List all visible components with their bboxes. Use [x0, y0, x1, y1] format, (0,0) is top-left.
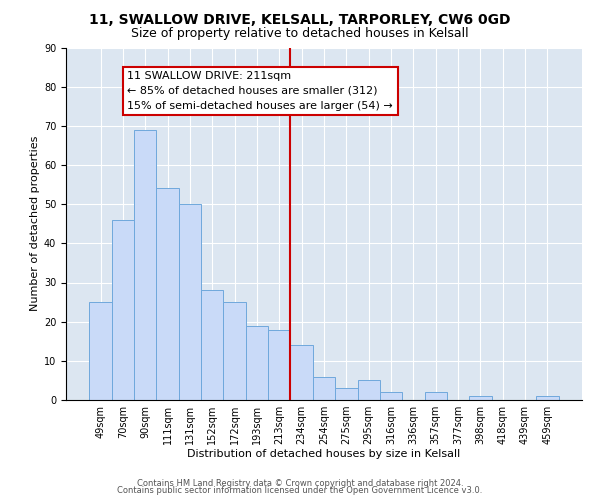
- Bar: [268, 330, 290, 400]
- Bar: [112, 220, 134, 400]
- Text: 11, SWALLOW DRIVE, KELSALL, TARPORLEY, CW6 0GD: 11, SWALLOW DRIVE, KELSALL, TARPORLEY, C…: [89, 12, 511, 26]
- X-axis label: Distribution of detached houses by size in Kelsall: Distribution of detached houses by size …: [187, 448, 461, 458]
- Text: Contains public sector information licensed under the Open Government Licence v3: Contains public sector information licen…: [118, 486, 482, 495]
- Bar: [358, 380, 380, 400]
- Bar: [157, 188, 179, 400]
- Bar: [380, 392, 402, 400]
- Bar: [469, 396, 491, 400]
- Bar: [223, 302, 246, 400]
- Bar: [179, 204, 201, 400]
- Bar: [536, 396, 559, 400]
- Bar: [425, 392, 447, 400]
- Bar: [335, 388, 358, 400]
- Bar: [246, 326, 268, 400]
- Bar: [201, 290, 223, 400]
- Bar: [290, 345, 313, 400]
- Bar: [313, 376, 335, 400]
- Text: 11 SWALLOW DRIVE: 211sqm
← 85% of detached houses are smaller (312)
15% of semi-: 11 SWALLOW DRIVE: 211sqm ← 85% of detach…: [127, 71, 393, 110]
- Text: Contains HM Land Registry data © Crown copyright and database right 2024.: Contains HM Land Registry data © Crown c…: [137, 478, 463, 488]
- Bar: [89, 302, 112, 400]
- Y-axis label: Number of detached properties: Number of detached properties: [30, 136, 40, 312]
- Bar: [134, 130, 157, 400]
- Text: Size of property relative to detached houses in Kelsall: Size of property relative to detached ho…: [131, 28, 469, 40]
